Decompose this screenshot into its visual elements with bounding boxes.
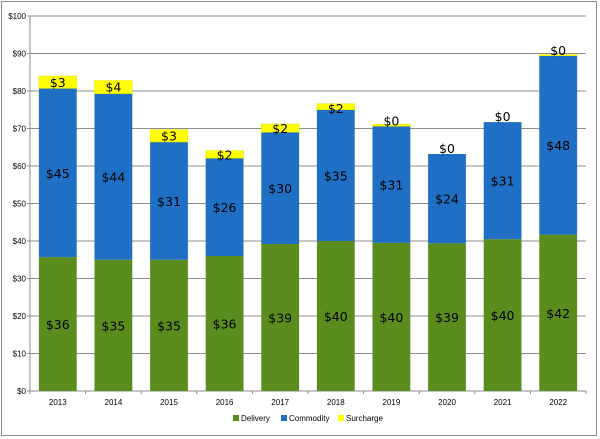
bar-segment-commodity-2019 bbox=[372, 126, 411, 243]
legend-swatch-surcharge bbox=[338, 415, 344, 421]
bar-segment-surcharge-2018 bbox=[316, 103, 355, 110]
x-tick-label: 2021 bbox=[494, 398, 512, 407]
data-label-commodity-2015: $31 bbox=[157, 194, 181, 209]
data-label-surcharge-2021: $0 bbox=[495, 109, 511, 124]
data-label-delivery-2013: $36 bbox=[46, 317, 70, 332]
legend-label-surcharge: Surcharge bbox=[346, 414, 383, 423]
data-label-surcharge-2015: $3 bbox=[161, 129, 177, 144]
y-tick-label: $40 bbox=[13, 237, 27, 246]
data-label-surcharge-2022: $0 bbox=[550, 43, 566, 58]
y-tick-labels: $0 $10 $20 $30 $40 $50 $60 $70 $80 $90 $100 bbox=[8, 12, 26, 396]
bar-segment-surcharge-2019 bbox=[372, 124, 411, 127]
data-label-delivery-2020: $39 bbox=[435, 310, 459, 325]
data-label-delivery-2015: $35 bbox=[157, 318, 181, 333]
x-tick-label: 2018 bbox=[327, 398, 345, 407]
bar-segment-delivery-2014 bbox=[94, 259, 133, 391]
legend: Delivery Commodity Surcharge bbox=[233, 414, 383, 423]
y-tick-label: $90 bbox=[13, 50, 27, 59]
x-tick-label: 2019 bbox=[383, 398, 401, 407]
data-label-surcharge-2016: $2 bbox=[217, 148, 233, 163]
data-label-commodity-2021: $31 bbox=[491, 174, 515, 189]
data-label-delivery-2014: $35 bbox=[101, 318, 125, 333]
data-label-commodity-2013: $45 bbox=[46, 166, 70, 181]
bar-segment-delivery-2022 bbox=[539, 234, 578, 391]
bar-segment-surcharge-2016 bbox=[205, 150, 244, 159]
bar-segment-commodity-2021 bbox=[483, 122, 522, 240]
y-tick-label: $100 bbox=[8, 12, 26, 21]
bar-segment-delivery-2018 bbox=[316, 241, 355, 391]
data-label-commodity-2018: $35 bbox=[324, 168, 348, 183]
legend-swatch-delivery bbox=[233, 415, 239, 421]
x-tick-label: 2022 bbox=[549, 398, 567, 407]
bar-segment-commodity-2014 bbox=[94, 93, 133, 260]
data-label-surcharge-2017: $2 bbox=[272, 121, 288, 136]
bar-segment-commodity-2020 bbox=[428, 154, 466, 244]
x-tick-label: 2017 bbox=[271, 398, 289, 407]
data-label-commodity-2022: $48 bbox=[546, 138, 570, 153]
data-label-surcharge-2020: $0 bbox=[439, 141, 455, 156]
bar-segment-surcharge-2015 bbox=[149, 129, 189, 143]
bar-segment-delivery-2016 bbox=[205, 256, 244, 391]
y-tick-label: $70 bbox=[13, 125, 27, 134]
y-tick-label: $50 bbox=[13, 200, 27, 209]
data-labels: $36 $45 $3 $35 $44 $4 $35 $31 $3 $36 $26 $2 $39 $30 $2… bbox=[46, 43, 570, 334]
bars bbox=[38, 54, 578, 391]
y-tick-label: $20 bbox=[13, 312, 27, 321]
bar-segment-surcharge-2017 bbox=[261, 123, 300, 133]
data-label-surcharge-2014: $4 bbox=[105, 80, 121, 95]
legend-label-delivery: Delivery bbox=[241, 414, 270, 423]
data-label-commodity-2017: $30 bbox=[268, 181, 292, 196]
bar-segment-delivery-2020 bbox=[428, 243, 466, 391]
bar-segment-delivery-2017 bbox=[261, 244, 300, 391]
x-tick-label: 2015 bbox=[160, 398, 178, 407]
x-tick-label: 2014 bbox=[105, 398, 123, 407]
data-label-delivery-2016: $36 bbox=[213, 317, 237, 332]
y-tick-label: $80 bbox=[13, 87, 27, 96]
y-tick-label: $30 bbox=[13, 275, 27, 284]
data-label-delivery-2018: $40 bbox=[324, 309, 348, 324]
legend-label-commodity: Commodity bbox=[289, 414, 329, 423]
data-label-surcharge-2018: $2 bbox=[328, 101, 344, 116]
bar-segment-commodity-2015 bbox=[150, 142, 188, 260]
data-label-surcharge-2013: $3 bbox=[50, 75, 66, 90]
x-tick-label: 2016 bbox=[216, 398, 234, 407]
data-label-commodity-2019: $31 bbox=[379, 178, 403, 193]
bar-segment-commodity-2016 bbox=[205, 158, 244, 256]
x-tick-labels: 2013 2014 2015 2016 2017 2018 2019 2020 2021 2022 bbox=[49, 398, 568, 407]
legend-swatch-commodity bbox=[281, 415, 287, 421]
bar-segment-delivery-2015 bbox=[150, 259, 188, 391]
bar-segment-commodity-2013 bbox=[38, 88, 77, 258]
x-tick-label: 2020 bbox=[438, 398, 456, 407]
data-label-delivery-2017: $39 bbox=[268, 311, 292, 326]
bar-segment-delivery-2019 bbox=[372, 242, 411, 391]
y-tick-label: $10 bbox=[13, 350, 27, 359]
bar-segment-surcharge-2014 bbox=[94, 80, 133, 94]
y-tick-label: $0 bbox=[17, 387, 26, 396]
bar-segment-commodity-2017 bbox=[261, 132, 300, 244]
bar-segment-delivery-2013 bbox=[38, 257, 77, 391]
data-label-delivery-2021: $40 bbox=[491, 308, 515, 323]
bar-segment-commodity-2018 bbox=[316, 109, 355, 241]
data-label-surcharge-2019: $0 bbox=[383, 113, 399, 128]
bar-segment-surcharge-2022 bbox=[539, 54, 578, 56]
bar-segment-delivery-2021 bbox=[483, 239, 522, 391]
bar-segment-surcharge-2013 bbox=[38, 75, 77, 89]
data-label-commodity-2016: $26 bbox=[213, 200, 237, 215]
data-label-delivery-2022: $42 bbox=[546, 306, 570, 321]
bar-segment-commodity-2022 bbox=[539, 55, 578, 235]
y-tick-label: $60 bbox=[13, 162, 27, 171]
data-label-commodity-2020: $24 bbox=[435, 192, 459, 207]
data-label-delivery-2019: $40 bbox=[379, 310, 403, 325]
x-tick-label: 2013 bbox=[49, 398, 67, 407]
data-label-commodity-2014: $44 bbox=[101, 170, 125, 185]
